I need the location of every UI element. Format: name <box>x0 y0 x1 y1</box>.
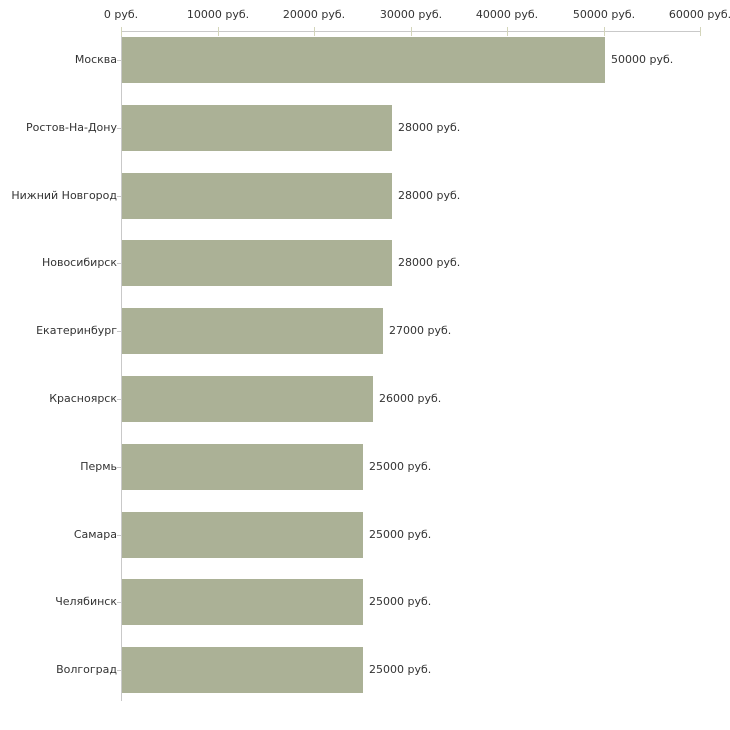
x-axis-tick-label: 60000 руб. <box>668 8 730 21</box>
x-axis-tick-label: 50000 руб. <box>572 8 636 21</box>
bar-5 <box>122 308 383 354</box>
category-label: Екатеринбург <box>36 324 117 337</box>
category-label: Волгоград <box>56 663 117 676</box>
category-tick <box>117 670 121 671</box>
category-tick <box>117 331 121 332</box>
value-label: 25000 руб. <box>369 460 432 473</box>
category-label: Пермь <box>80 460 117 473</box>
bar-3 <box>122 173 392 219</box>
bar-4 <box>122 240 392 286</box>
category-tick <box>117 535 121 536</box>
value-label: 28000 руб. <box>398 256 461 269</box>
bar-6 <box>122 376 373 422</box>
value-label: 28000 руб. <box>398 121 461 134</box>
category-tick <box>117 399 121 400</box>
x-axis-tick <box>314 27 315 36</box>
x-axis-tick <box>218 27 219 36</box>
x-axis-tick-label: 30000 руб. <box>379 8 443 21</box>
category-label: Ростов-На-Дону <box>25 121 117 134</box>
bar-1 <box>122 37 605 83</box>
bar-8 <box>122 512 363 558</box>
category-tick <box>117 467 121 468</box>
bar-2 <box>122 105 392 151</box>
y-axis-line <box>121 31 122 701</box>
category-tick <box>117 196 121 197</box>
x-axis-tick-label: 10000 руб. <box>186 8 250 21</box>
x-axis-tick-label: 40000 руб. <box>475 8 539 21</box>
x-axis-tick <box>121 27 122 36</box>
category-label: Нижний Новгород <box>11 189 117 202</box>
x-axis-tick-label: 20000 руб. <box>282 8 346 21</box>
x-axis-tick-label: 0 руб. <box>103 8 139 21</box>
bar-9 <box>122 579 363 625</box>
bar-10 <box>122 647 363 693</box>
category-label: Челябинск <box>55 595 117 608</box>
category-tick <box>117 263 121 264</box>
value-label: 27000 руб. <box>389 324 452 337</box>
value-label: 25000 руб. <box>369 663 432 676</box>
x-axis-tick <box>411 27 412 36</box>
x-axis-tick <box>507 27 508 36</box>
value-label: 25000 руб. <box>369 595 432 608</box>
value-label: 25000 руб. <box>369 528 432 541</box>
category-tick <box>117 602 121 603</box>
category-tick <box>117 128 121 129</box>
category-tick <box>117 60 121 61</box>
value-label: 26000 руб. <box>379 392 442 405</box>
x-axis-tick <box>604 27 605 36</box>
value-label: 28000 руб. <box>398 189 461 202</box>
category-label: Новосибирск <box>41 256 117 269</box>
category-label: Красноярск <box>49 392 117 405</box>
bar-7 <box>122 444 363 490</box>
x-axis-tick <box>700 27 701 36</box>
category-label: Самара <box>73 528 117 541</box>
category-label: Москва <box>74 53 117 66</box>
value-label: 50000 руб. <box>611 53 674 66</box>
